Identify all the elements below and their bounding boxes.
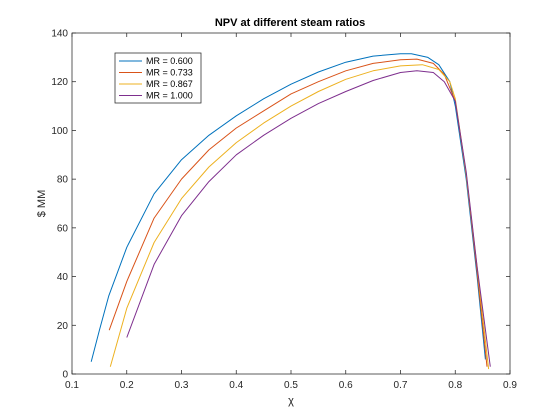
x-tick-label: 0.4 [229,380,243,391]
legend-label-4: MR = 1.000 [146,91,193,101]
axes-layer: 0.1 0.2 0.3 0.4 0.5 0.6 0.7 0.8 0.9 0 20 40 60 80 100 1… [51,29,517,392]
x-tick-label: 0.3 [175,380,189,391]
legend-label-2: MR = 0.733 [146,68,193,78]
y-tick-label: 40 [57,272,69,283]
y-tick-label: 0 [62,370,68,381]
y-tick-label: 60 [57,223,69,234]
y-tick-label: 20 [57,321,69,332]
y-axis-label: $ MM [36,190,48,218]
y-tick-label: 100 [51,126,68,137]
x-tick-label: 0.9 [503,380,517,391]
legend-label-3: MR = 0.867 [146,79,193,89]
x-tick-label: 0.8 [448,380,462,391]
series-line-3 [109,64,490,370]
legend-label-1: MR = 0.600 [146,56,193,66]
series-line-4 [126,70,491,367]
chart-title: NPV at different steam ratios [215,17,365,29]
x-tick-label: 0.5 [284,380,298,391]
x-tick-label: 0.2 [120,380,134,391]
x-tick-label: 0.6 [339,380,353,391]
y-tick-label: 120 [51,77,68,88]
x-tick-label: 0.1 [65,380,79,391]
y-tick-label: 80 [57,175,69,186]
x-tick-label: 0.7 [394,380,408,391]
x-axis-label: χ [288,395,294,407]
y-tick-label: 140 [51,29,68,40]
series-layer [90,53,491,370]
